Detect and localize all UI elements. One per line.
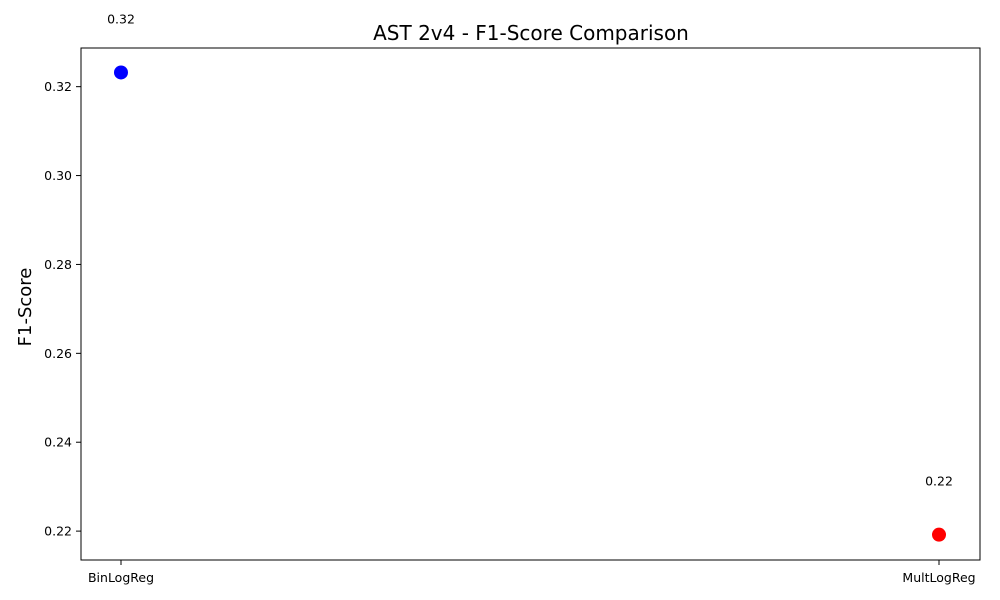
y-axis-label: F1-Score [15, 268, 36, 347]
y-tick-label: 0.26 [44, 346, 72, 361]
y-tick-label: 0.30 [44, 168, 72, 183]
x-tick-label: BinLogReg [88, 570, 154, 585]
y-tick-label: 0.32 [44, 79, 72, 94]
y-axis: 0.22 0.24 0.26 0.28 0.30 0.32 [44, 79, 81, 539]
data-label-binlogreg: 0.32 [107, 11, 135, 26]
data-points: 0.32 0.22 [107, 11, 953, 542]
plot-area [80, 47, 981, 561]
chart-title: AST 2v4 - F1-Score Comparison [373, 21, 689, 45]
data-label-multlogreg: 0.22 [925, 474, 953, 489]
x-axis: BinLogReg MultLogReg [88, 560, 976, 585]
y-tick-label: 0.28 [44, 257, 72, 272]
y-tick-label: 0.22 [44, 524, 72, 539]
data-point-binlogreg [114, 65, 128, 80]
x-tick-label: MultLogReg [902, 570, 975, 585]
y-tick-label: 0.24 [44, 435, 72, 450]
data-point-multlogreg [932, 527, 946, 542]
